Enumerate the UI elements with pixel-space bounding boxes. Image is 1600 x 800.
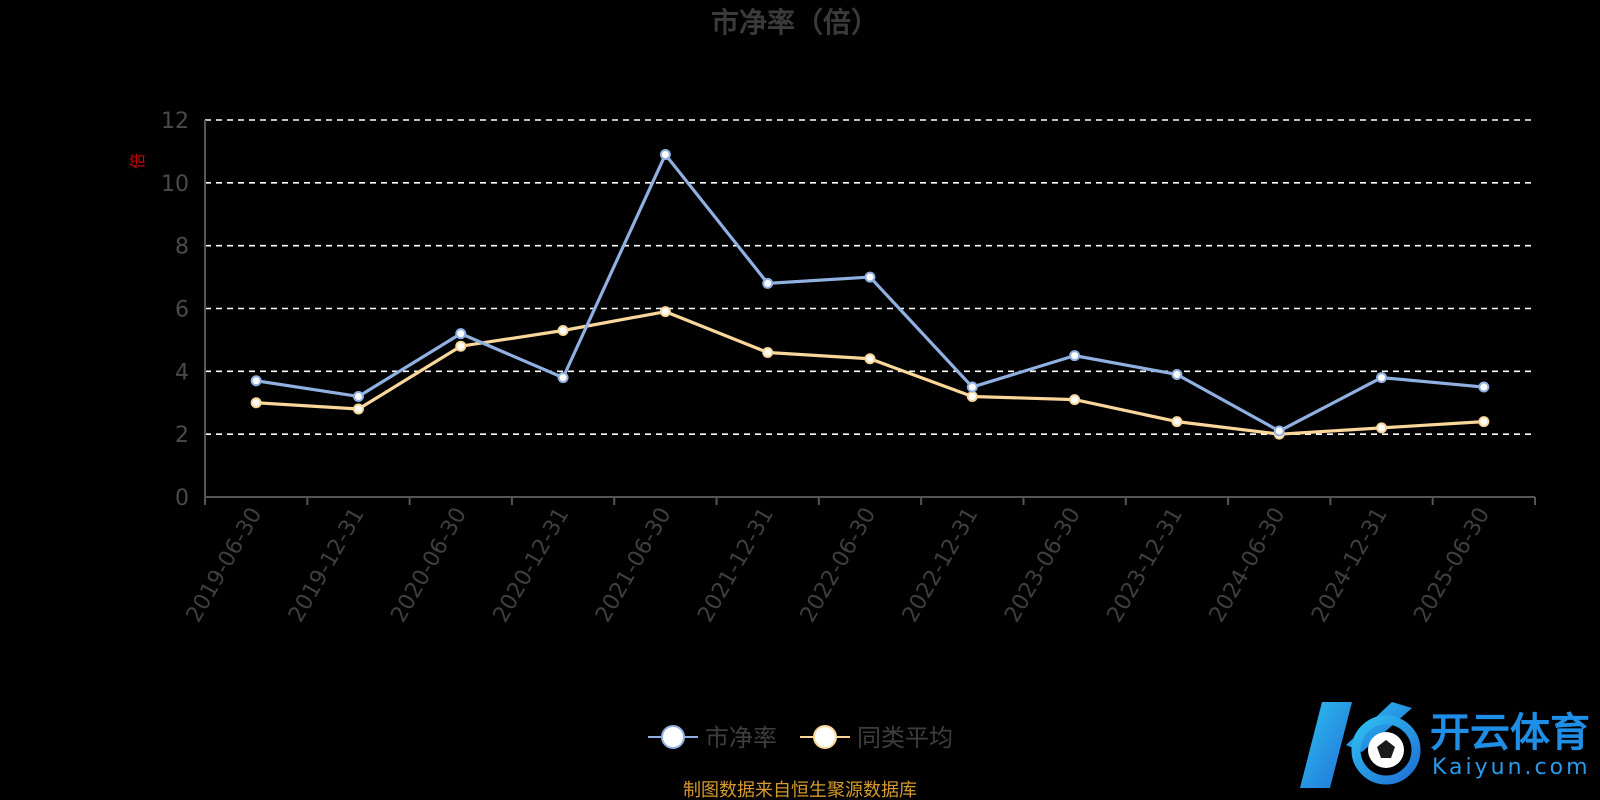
- soccer-ball-patch: [1377, 740, 1395, 758]
- series-1: [250, 149, 1490, 437]
- y-tick-label: 0: [175, 486, 189, 511]
- x-tick-label: 2024-06-30: [1205, 504, 1291, 627]
- legend-marker-icon: [813, 725, 837, 749]
- legend-label: 市净率: [705, 724, 777, 752]
- legend-item-2[interactable]: 同类平均: [800, 724, 953, 752]
- x-tick-label: 2019-06-30: [182, 504, 268, 627]
- data-point: [557, 324, 569, 336]
- watermark-en-text: Kaiyun.com: [1432, 755, 1591, 780]
- y-axis-unit-label: 倍: [128, 153, 147, 169]
- data-point: [966, 381, 978, 393]
- data-point: [250, 375, 262, 387]
- series-line: [256, 310, 1484, 436]
- y-tick-label: 4: [175, 360, 189, 385]
- y-tick-label: 8: [175, 235, 189, 260]
- grid-lines: [205, 119, 1535, 435]
- x-tick-label: 2022-06-30: [796, 504, 882, 627]
- legend-label: 同类平均: [857, 724, 953, 752]
- chart-title: 市净率（倍）: [711, 6, 879, 39]
- data-point: [1478, 416, 1490, 428]
- data-point: [1376, 422, 1388, 434]
- data-point: [762, 346, 774, 358]
- series-lines: [250, 149, 1490, 440]
- x-tick-label: 2021-06-30: [591, 504, 677, 627]
- data-point: [659, 306, 671, 318]
- y-tick-label: 2: [175, 423, 189, 448]
- legend-marker-icon: [661, 725, 685, 749]
- data-point: [557, 372, 569, 384]
- data-point: [455, 328, 467, 340]
- data-point: [1171, 416, 1183, 428]
- y-tick-label: 6: [175, 298, 189, 323]
- y-tick-label: 10: [161, 172, 189, 197]
- x-tick-label: 2023-06-30: [1000, 504, 1086, 627]
- logo-k-stem: [1300, 702, 1352, 788]
- series-line: [255, 152, 1484, 433]
- x-tick-label: 2019-12-31: [284, 504, 370, 627]
- legend[interactable]: 市净率 同类平均: [648, 724, 953, 752]
- x-tick-label: 2022-12-31: [898, 503, 984, 626]
- x-tick-label: 2020-06-30: [386, 504, 472, 627]
- legend-item-1[interactable]: 市净率: [648, 724, 777, 752]
- source-note: 制图数据来自恒生聚源数据库: [683, 780, 917, 800]
- data-point: [966, 390, 978, 402]
- data-point: [1171, 368, 1183, 380]
- x-tick-label: 2021-12-31: [693, 504, 779, 627]
- data-point: [455, 340, 467, 352]
- data-point: [1376, 372, 1388, 384]
- x-tick-label: 2020-12-31: [489, 504, 575, 627]
- data-point: [1069, 350, 1081, 362]
- data-point: [1069, 394, 1081, 406]
- data-point: [352, 403, 364, 415]
- data-point: [250, 397, 262, 409]
- logo-ring: [1351, 715, 1421, 785]
- watermark-logo: 开云体育 Kaiyun.com: [1300, 702, 1591, 788]
- x-tick-label: 2025-06-30: [1409, 504, 1495, 627]
- data-point: [864, 353, 876, 365]
- data-point: [762, 277, 774, 289]
- watermark-cn-text: 开云体育: [1430, 710, 1590, 756]
- data-point: [352, 390, 364, 402]
- data-point: [1478, 381, 1490, 393]
- data-point: [659, 149, 671, 161]
- y-tick-label: 12: [161, 109, 189, 134]
- data-point: [1273, 425, 1285, 437]
- data-point: [864, 271, 876, 283]
- x-tick-label: 2023-12-31: [1103, 504, 1189, 627]
- x-tick-label: 2024-12-31: [1307, 504, 1393, 627]
